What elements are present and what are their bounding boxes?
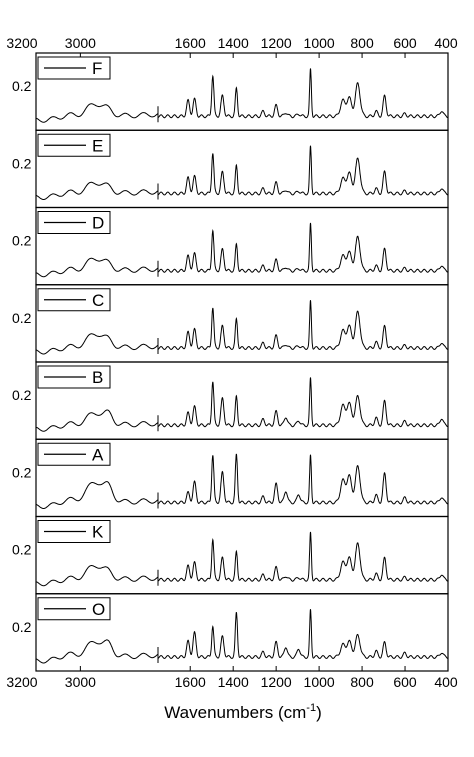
scale-bar-label: 0.2	[12, 387, 32, 403]
spectrum-line-right	[157, 453, 448, 505]
legend-entry: K	[37, 520, 111, 543]
x-tick-label: 3000	[65, 674, 96, 690]
spectra-panels: F 0.2 E 0.2 D 0.2 C 0.2 B 0.2 A 0.2 K 0.2 O 0.2	[12, 52, 449, 672]
top-axis: 3200 3000 1600 1400 1200 1000 800 600 400	[6, 35, 458, 58]
legend-entry: B	[37, 365, 111, 389]
spectrum-line-left	[35, 565, 159, 587]
legend-entry: A	[37, 442, 111, 466]
x-tick-label: 600	[393, 35, 417, 51]
x-axis-title: Wavenumbers (cm-1)	[164, 702, 321, 722]
spectrum-line-right	[157, 609, 448, 659]
scale-bar-label: 0.2	[12, 310, 32, 326]
x-axis-title-sup: -1	[306, 702, 316, 714]
spectrum-panel: D 0.2	[12, 206, 449, 286]
spectrum-line-left	[35, 409, 159, 432]
spectrum-panel: K 0.2	[12, 515, 449, 595]
x-tick-label: 1200	[261, 35, 292, 51]
legend-label: F	[92, 59, 102, 78]
scale-bar-label: 0.2	[12, 78, 32, 94]
spectrum-line-left	[35, 481, 159, 509]
scale-bar-label: 0.2	[12, 464, 32, 480]
x-tick-label: 3200	[6, 674, 37, 690]
x-tick-label: 1600	[175, 35, 206, 51]
bottom-axis: 3200 3000 1600 1400 1200 1000 800 600 400	[6, 666, 458, 690]
spectrum-panel: A 0.2	[12, 438, 449, 518]
spectrum-panel: B 0.2	[12, 361, 449, 440]
spectrum-panel: O 0.2	[12, 593, 449, 672]
spectrum-line-left	[35, 257, 159, 278]
spectrum-panel: E 0.2	[12, 129, 449, 209]
spectrum-panel: C 0.2	[12, 284, 449, 363]
x-tick-label: 1000	[304, 35, 335, 51]
scale-bar-label: 0.2	[12, 233, 32, 249]
spectrum-line-right	[157, 531, 449, 582]
legend-label: K	[92, 523, 104, 542]
legend-entry: O	[37, 597, 111, 621]
legend-entry: F	[37, 56, 111, 80]
spectrum-line-right	[157, 145, 448, 196]
legend-entry: E	[37, 133, 111, 157]
spectrum-line-right	[157, 377, 449, 428]
scale-bar-label: 0.2	[12, 155, 32, 171]
legend-entry: D	[37, 211, 111, 234]
legend-label: B	[92, 368, 103, 387]
x-tick-label: 400	[434, 674, 458, 690]
x-tick-label: 1000	[304, 674, 335, 690]
x-tick-label: 800	[350, 35, 374, 51]
spectrum-line-right	[157, 300, 448, 350]
legend-label: A	[92, 445, 104, 464]
x-tick-label: 3200	[6, 35, 37, 51]
x-tick-label: 1400	[218, 674, 249, 690]
legend-label: O	[92, 600, 105, 619]
spectrum-line-left	[35, 181, 159, 200]
x-tick-label: 400	[434, 35, 458, 51]
legend-entry: C	[37, 288, 111, 312]
spectrum-line-left	[35, 639, 159, 664]
legend-label: E	[92, 136, 103, 155]
spectrum-panel: F 0.2	[12, 52, 449, 131]
spectrum-line-right	[157, 68, 449, 119]
scale-bar-label: 0.2	[12, 542, 32, 558]
legend-label: D	[92, 214, 104, 233]
x-tick-label: 600	[393, 674, 417, 690]
spectrum-line-right	[157, 222, 449, 273]
x-tick-label: 3000	[65, 35, 96, 51]
x-axis-title-end: )	[316, 703, 322, 722]
x-tick-label: 800	[350, 674, 374, 690]
x-tick-label: 1200	[261, 674, 292, 690]
x-tick-label: 1400	[218, 35, 249, 51]
spectrum-line-left	[35, 333, 159, 355]
panel-frame	[35, 593, 449, 672]
scale-bar-label: 0.2	[12, 619, 32, 635]
legend-label: C	[92, 291, 104, 310]
spectrum-line-left	[35, 103, 159, 123]
x-axis-title-main: Wavenumbers (cm	[164, 703, 306, 722]
x-tick-label: 1600	[175, 674, 206, 690]
